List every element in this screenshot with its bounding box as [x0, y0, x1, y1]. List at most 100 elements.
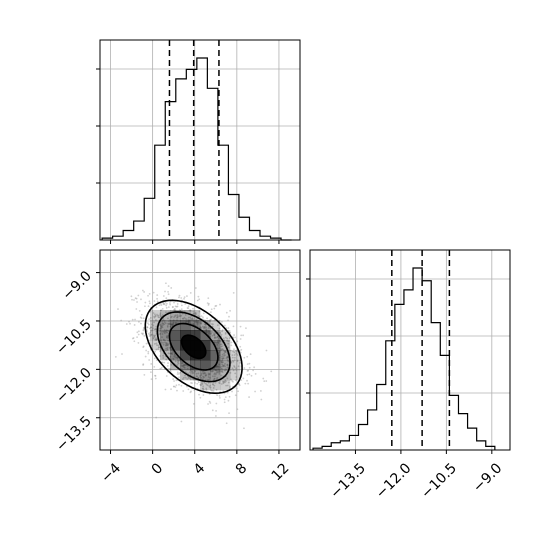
density-sample-point — [213, 377, 216, 380]
density-sample-point — [166, 346, 169, 349]
density-sample-point — [173, 385, 175, 388]
density-sample-point — [189, 309, 192, 312]
density-sample-point — [165, 302, 168, 305]
density-sample-point — [213, 337, 216, 339]
density-sample-point — [139, 316, 142, 319]
density-sample-point — [164, 341, 166, 344]
density-sample-point — [183, 363, 186, 366]
density-sample-point — [180, 297, 183, 299]
density-sample-point — [225, 311, 228, 314]
density-sample-point — [229, 386, 231, 389]
density-sample-point — [209, 320, 211, 323]
density-sample-point — [222, 357, 225, 360]
density-sample-point — [226, 363, 229, 366]
density-sample-point — [184, 374, 186, 377]
density-sample-point — [233, 366, 236, 368]
density-sample-point — [203, 327, 205, 330]
density-sample-point — [215, 402, 218, 405]
density-sample-point — [240, 379, 243, 382]
density-sample-point — [157, 329, 160, 332]
hist2-ticks — [306, 278, 493, 454]
density-sample-point — [147, 323, 150, 326]
density-sample-point — [203, 326, 205, 329]
density-sample-point — [175, 379, 178, 382]
density-sample-point — [214, 381, 217, 384]
density-sample-point — [177, 361, 179, 364]
density-sample-point — [246, 379, 248, 382]
density-sample-point — [163, 329, 166, 331]
density-sample-point — [142, 328, 145, 331]
density-sample-point — [249, 353, 252, 356]
density-sample-point — [167, 323, 169, 325]
density-sample-point — [147, 305, 150, 308]
density-sample-point — [158, 332, 161, 335]
density-sample-point — [160, 324, 162, 326]
density-sample-point — [164, 282, 167, 285]
density-sample-point — [204, 323, 207, 326]
density-sample-point — [154, 314, 157, 317]
density-sample-point — [210, 311, 212, 314]
density-cell — [200, 320, 211, 331]
density-sample-point — [170, 316, 173, 319]
density-sample-point — [153, 316, 156, 319]
density-sample-point — [236, 360, 239, 363]
density-sample-point — [138, 320, 140, 323]
density-sample-point — [190, 370, 193, 373]
density-sample-point — [204, 327, 207, 330]
density-sample-point — [178, 312, 181, 315]
density-sample-point — [161, 330, 163, 333]
hist2-xtick-label-3: −9.0 — [470, 460, 505, 495]
density-sample-point — [178, 294, 181, 297]
density-sample-point — [246, 355, 249, 358]
density-sample-point — [213, 373, 216, 376]
density-cell — [150, 340, 161, 351]
density-sample-point — [222, 365, 225, 368]
density-sample-point — [263, 380, 266, 383]
density-sample-point — [165, 349, 168, 352]
density-sample-point — [150, 330, 152, 332]
density-sample-point — [254, 373, 257, 375]
density-sample-point — [222, 380, 225, 383]
density-sample-point — [128, 320, 130, 323]
density-sample-point — [144, 305, 146, 308]
density-sample-point — [211, 334, 214, 337]
density-contour-2 — [156, 311, 231, 383]
hist1-step-series — [101, 57, 292, 241]
density-sample-point — [189, 391, 192, 394]
density-sample-point — [165, 304, 168, 307]
density-sample-point — [147, 322, 149, 325]
density-sample-point — [186, 367, 189, 370]
density-sample-point — [235, 387, 238, 390]
density-sample-point — [207, 327, 210, 330]
density-sample-point — [210, 389, 213, 392]
density-sample-point — [163, 302, 165, 305]
density-sample-point — [179, 371, 181, 374]
density-sample-point — [176, 373, 179, 375]
density-sample-point — [154, 315, 157, 318]
density-sample-point — [165, 358, 168, 361]
density-sample-point — [159, 330, 161, 332]
density-cell — [210, 350, 221, 361]
density-sample-point — [154, 313, 156, 316]
density-sample-point — [216, 336, 219, 339]
density-sample-point — [197, 372, 200, 375]
density-sample-point — [162, 343, 165, 346]
density-sample-point — [162, 341, 164, 344]
density-sample-point — [173, 316, 176, 319]
density-sample-point — [200, 376, 203, 379]
density-sample-point — [223, 380, 226, 383]
density-cell — [220, 330, 231, 341]
density-sample-point — [226, 356, 229, 359]
density-xtick-label-0: −4 — [98, 460, 124, 486]
density-sample-point — [221, 368, 224, 371]
density-sample-point — [142, 317, 145, 320]
density-sample-point — [205, 374, 208, 376]
density-sample-point — [167, 362, 169, 364]
density-sample-point — [148, 300, 151, 303]
density-sample-point — [214, 305, 217, 307]
density-cell — [170, 330, 181, 341]
density-sample-point — [221, 371, 224, 373]
density-cell — [200, 360, 211, 371]
density-sample-point — [170, 352, 173, 355]
density-sample-point — [165, 344, 167, 347]
